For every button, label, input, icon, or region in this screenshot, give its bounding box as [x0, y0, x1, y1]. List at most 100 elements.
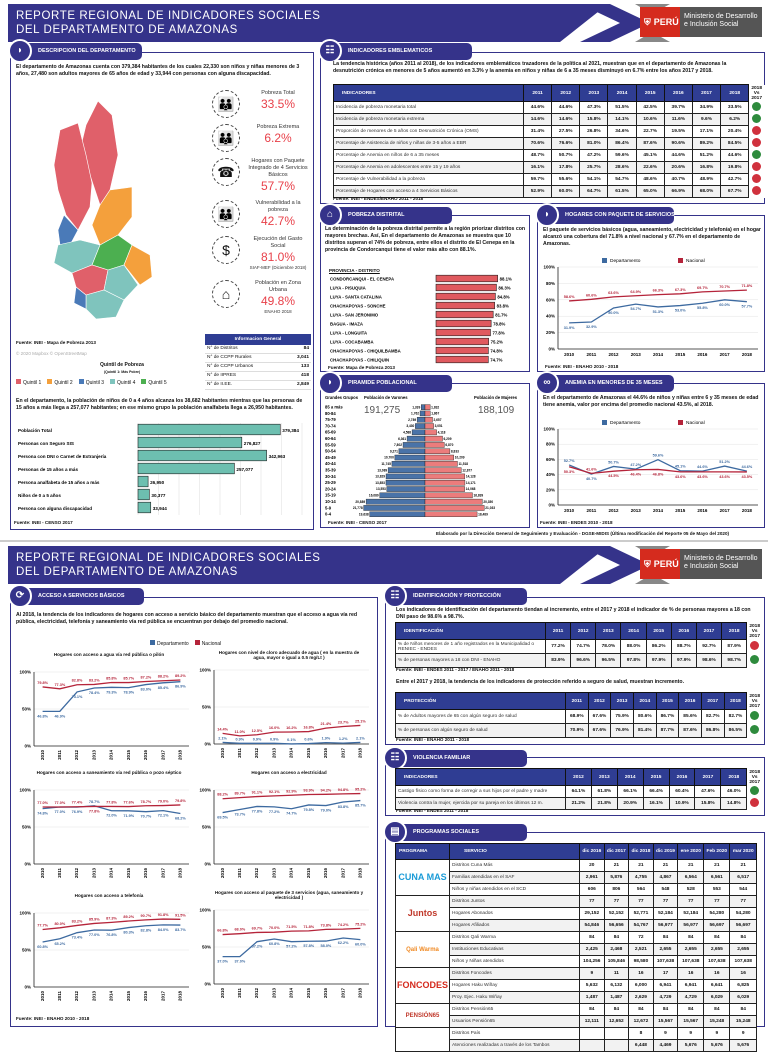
- table-cell: 65.0%: [635, 185, 665, 198]
- data-label: 60.8%: [269, 942, 280, 946]
- data-label: 43.6%: [719, 475, 730, 479]
- table-cell: 4,755: [628, 871, 654, 884]
- row-label: Porcentaje de Anemia en niños de 6 a 35 …: [333, 149, 524, 162]
- report-header: REPORTE REGIONAL DE INDICADORES SOCIALES…: [8, 4, 608, 42]
- status-header: 2018 Vs 2017: [746, 622, 763, 640]
- hogares-text: El paquete de servicios básicos (agua, s…: [543, 227, 761, 247]
- bar: [435, 328, 491, 337]
- data-label: 1.9%: [322, 737, 331, 741]
- x-tick-label: 2011: [237, 868, 242, 878]
- table-cell: 70.6%: [522, 137, 553, 150]
- section-title: HOGARES CON PAQUETE DE SERVICIOS: [565, 212, 675, 218]
- table-cell: 14.6%: [522, 113, 553, 126]
- x-tick-label: 2018: [358, 868, 363, 879]
- status-dot-icon: [752, 150, 762, 159]
- data-label: 79.0%: [158, 800, 169, 804]
- column-header: 2011: [522, 84, 553, 102]
- row-label: Atenciones realizadas a través de los Ta…: [449, 1039, 581, 1052]
- table-cell: 6,641: [703, 979, 731, 992]
- table-cell: 21.2%: [565, 797, 592, 810]
- data-label: 78.7%: [89, 800, 100, 804]
- y-tick-label: 0%: [24, 862, 31, 867]
- data-label: 68.0%: [234, 928, 245, 932]
- y-tick-label: 60%: [546, 457, 555, 462]
- x-tick-label: 2013: [271, 868, 276, 879]
- legend-label: Quintil 5: [148, 380, 167, 386]
- data-label: 77.2%: [269, 810, 280, 814]
- legend-label: Nacional: [201, 641, 222, 647]
- data-label: 44.6%: [697, 465, 708, 469]
- indicator-card: 👪 Pobreza Extrema 6.2%: [208, 124, 313, 152]
- data-label: 78.4%: [89, 691, 100, 695]
- table-cell: 20: [579, 859, 605, 872]
- proteccion-text: Entre el 2017 y 2018, la tendencia de lo…: [396, 679, 685, 685]
- quintil-legend-item: Quintil 5: [141, 379, 167, 386]
- status-cell: [746, 653, 763, 668]
- status-cell: [746, 639, 763, 654]
- table-cell: 80.6%: [632, 709, 657, 724]
- x-tick-label: 2011: [237, 988, 242, 998]
- data-label: 79.0%: [321, 809, 332, 813]
- bar-value-label: 13,829: [375, 475, 385, 479]
- table-row: Incidencia de pobreza monetaria total 44.…: [333, 101, 765, 114]
- data-label: 53.0%: [675, 309, 686, 313]
- x-tick-label: 2013: [631, 352, 642, 357]
- table-cell: 66.4%: [642, 785, 670, 798]
- program-name: Juntos: [407, 908, 438, 918]
- emblematicos-source: Fuente: INEI - ENDES/ENAHO 2011 - 2018: [333, 196, 424, 201]
- data-label: 66.8%: [217, 929, 228, 933]
- table-row: Proy. Ejec. Haku Wiñay 1,487 1,487 2,629 4,7…: [396, 991, 757, 1004]
- indicator-card: $ Ejecución del Gasto Social 81.0% SIAF-MEF…: [208, 236, 313, 271]
- program-name: CUNA MAS: [398, 872, 447, 882]
- data-label: 76.8%: [106, 933, 117, 937]
- table-cell: 5,676: [677, 1039, 705, 1052]
- data-label: 60.8%: [37, 945, 48, 949]
- status-dot-icon: [752, 174, 762, 183]
- indicator-value: 49.8%: [260, 294, 296, 308]
- bar-men: [394, 454, 426, 461]
- program-logo: FONCODES: [394, 967, 451, 1004]
- chart-title: Hogares con nivel de cloro adecuado de a…: [218, 650, 360, 660]
- data-label: 57.2%: [286, 945, 297, 949]
- table-cell: 16: [628, 967, 654, 980]
- logo-ministry: Ministerio de Desarrollo e Inclusión Soc…: [680, 549, 762, 579]
- data-label: 1.2%: [339, 737, 348, 741]
- table-row: Hogares Haku Wiñay 5,632 6,132 6,000 6,941 6,…: [396, 979, 757, 992]
- x-tick-label: 2012: [254, 868, 259, 879]
- bar-category-label: LUYA - SANTA CATALINA: [330, 294, 382, 299]
- y-tick-label: 0%: [24, 744, 31, 749]
- series-line-nacional: [568, 466, 747, 475]
- info-label: N° de CCPP Rurales: [207, 355, 252, 360]
- table-cell: 56,977: [677, 919, 705, 932]
- table-cell: 15,567: [677, 1015, 705, 1028]
- x-tick-label: 2016: [697, 508, 708, 513]
- row-label: Usuarios Pensión65: [449, 1015, 581, 1028]
- x-tick-label: 2014: [289, 748, 294, 759]
- bar: [137, 475, 149, 488]
- table-cell: 21: [729, 859, 757, 872]
- table-cell: 92.7%: [695, 639, 723, 654]
- table-cell: 9: [729, 1027, 757, 1040]
- y-tick-label: 0%: [24, 985, 31, 990]
- data-label: 23.7%: [338, 720, 349, 724]
- bar-value-label: 6,361: [398, 437, 406, 441]
- indicator-value: 57.7%: [260, 179, 296, 193]
- row-label: Instituciones Educativas: [449, 943, 581, 956]
- table-cell: 564: [628, 883, 654, 896]
- table-cell: 11: [603, 967, 630, 980]
- column-header: 2018: [720, 768, 748, 786]
- x-tick-label: 2018: [742, 508, 753, 513]
- bar-men: [386, 486, 426, 492]
- table-row: Hogares Abonados 29,152 52,152 52,771 52,184…: [396, 907, 757, 920]
- pobreza-distrital-tab: ⌂ POBREZA DISTRITAL: [318, 203, 452, 227]
- x-tick-label: 2010: [40, 750, 45, 761]
- bar-value-label: 74.8%: [490, 348, 502, 353]
- table-cell: 86.5%: [723, 723, 748, 738]
- bar-value-label: 16,080: [369, 494, 379, 498]
- table-cell: 54,280: [729, 907, 757, 920]
- piramide-tab: ◗ PIRAMIDE POBLACIONAL: [318, 371, 452, 395]
- row-label: Niños y niñas atendidos en el SCD: [449, 883, 581, 896]
- data-label: 89.7%: [234, 792, 245, 796]
- x-tick-label: 2011: [586, 508, 596, 513]
- table-cell: 67.7%: [720, 185, 750, 198]
